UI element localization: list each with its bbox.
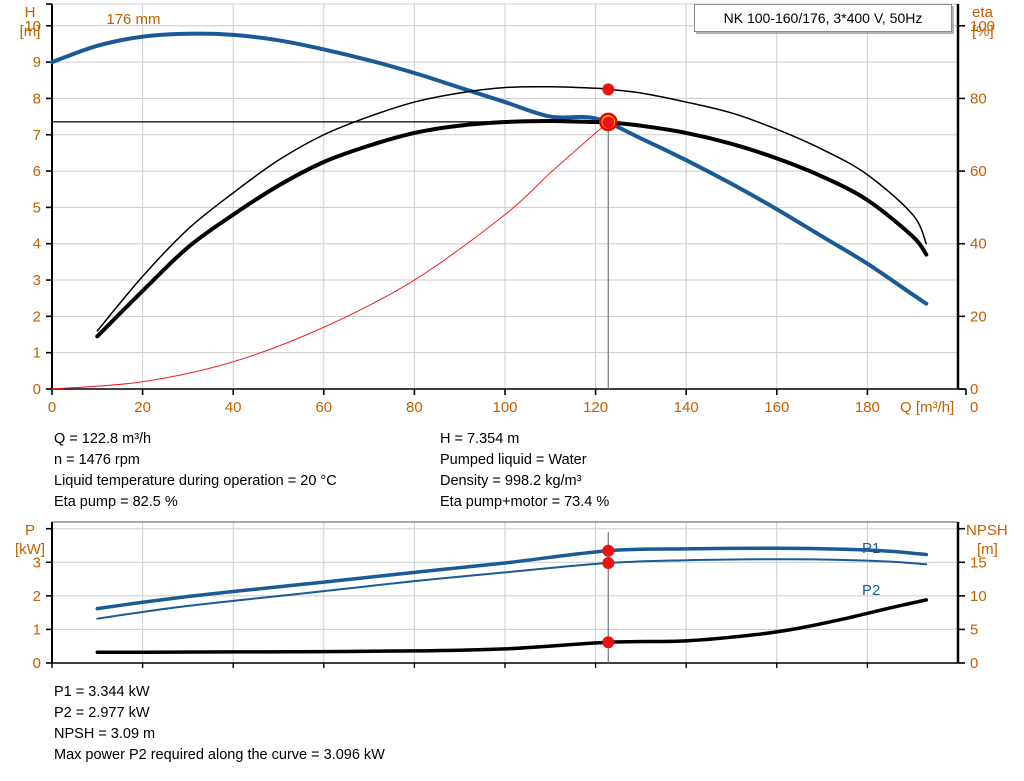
eta-pump-marker[interactable] bbox=[602, 83, 615, 96]
svg-text:0: 0 bbox=[970, 381, 978, 398]
svg-text:140: 140 bbox=[674, 399, 699, 416]
power-npsh-chart: 0 1 2 3 P [kW] 0 5 10 15 NPSH [m] P1 P2 bbox=[15, 521, 1008, 672]
p2-duty-marker[interactable] bbox=[602, 557, 615, 570]
bottom-markers bbox=[602, 544, 615, 649]
power-axis-label: P bbox=[25, 522, 35, 539]
info-right-line-2: Density = 998.2 kg/m³ bbox=[440, 473, 582, 489]
curve-system-duty-curve bbox=[51, 121, 609, 390]
info-left-line-0: Q = 122.8 m³/h bbox=[54, 431, 152, 447]
svg-text:40: 40 bbox=[225, 399, 242, 416]
info-right-line-0: H = 7.354 m bbox=[440, 431, 520, 447]
svg-text:5: 5 bbox=[970, 621, 978, 638]
power-info: P1 = 3.344 kW P2 = 2.977 kW NPSH = 3.09 … bbox=[54, 682, 385, 766]
head-axis-label: H bbox=[25, 4, 36, 21]
svg-text:10: 10 bbox=[970, 588, 987, 605]
svg-text:20: 20 bbox=[970, 308, 987, 325]
svg-text:80: 80 bbox=[970, 90, 987, 107]
npsh-duty-marker[interactable] bbox=[602, 636, 615, 649]
svg-text:20: 20 bbox=[134, 399, 151, 416]
svg-text:100: 100 bbox=[970, 18, 995, 35]
svg-text:3: 3 bbox=[33, 272, 41, 289]
svg-text:8: 8 bbox=[33, 90, 41, 107]
info-left-line-2: Liquid temperature during operation = 20… bbox=[54, 473, 337, 489]
top-markers bbox=[599, 83, 618, 132]
info-bottom-line-1: P2 = 2.977 kW bbox=[54, 705, 150, 721]
top-series bbox=[50, 31, 929, 390]
power-axis-ticks: 0 1 2 3 bbox=[33, 527, 52, 672]
info-bottom-line-3: Max power P2 required along the curve = … bbox=[54, 747, 385, 763]
svg-text:[%]: [%] bbox=[972, 23, 994, 40]
curve-eta-pump bbox=[96, 85, 928, 332]
eta-axis-ticks: 0 20 40 60 80 100 bbox=[958, 18, 995, 398]
flow-axis-ticks: 0 20 40 60 80 100 120 140 160 180 0 bbox=[48, 389, 978, 416]
svg-text:3: 3 bbox=[33, 554, 41, 571]
info-left-line-1: n = 1476 rpm bbox=[54, 452, 140, 468]
bottom-series bbox=[95, 546, 929, 655]
bottom-grid bbox=[52, 522, 958, 664]
chart-title-text: NK 100-160/176, 3*400 V, 50Hz bbox=[723, 10, 923, 26]
svg-text:2: 2 bbox=[33, 308, 41, 325]
chart-title-box: NK 100-160/176, 3*400 V, 50Hz bbox=[694, 4, 952, 32]
curve-npsh bbox=[95, 598, 929, 655]
info-left-line-3: Eta pump = 82.5 % bbox=[54, 494, 178, 510]
svg-text:7: 7 bbox=[33, 127, 41, 144]
svg-text:100: 100 bbox=[492, 399, 517, 416]
npsh-axis-label: NPSH bbox=[966, 522, 1008, 539]
bottom-flow-ticks bbox=[51, 663, 869, 668]
eta-pump-motor-marker[interactable] bbox=[602, 116, 615, 129]
svg-text:0: 0 bbox=[33, 381, 41, 398]
info-right-line-3: Eta pump+motor = 73.4 % bbox=[440, 494, 610, 510]
svg-text:10: 10 bbox=[24, 18, 41, 35]
info-bottom-line-0: P1 = 3.344 kW bbox=[54, 684, 150, 700]
svg-text:180: 180 bbox=[855, 399, 880, 416]
svg-text:2: 2 bbox=[33, 588, 41, 605]
svg-text:160: 160 bbox=[764, 399, 789, 416]
duty-guide-lines bbox=[52, 121, 609, 389]
impeller-size-label: 176 mm bbox=[106, 11, 160, 28]
svg-text:0: 0 bbox=[48, 399, 56, 416]
curve-eta-pump-motor bbox=[95, 118, 929, 339]
npsh-axis-ticks: 0 5 10 15 bbox=[958, 527, 987, 672]
svg-text:0: 0 bbox=[970, 399, 978, 416]
svg-text:[kW]: [kW] bbox=[15, 541, 45, 558]
p1-series-label: P1 bbox=[862, 540, 880, 557]
svg-text:80: 80 bbox=[406, 399, 423, 416]
info-right-line-1: Pumped liquid = Water bbox=[440, 452, 587, 468]
head-axis-ticks: 0 1 2 3 4 5 6 7 8 9 10 bbox=[24, 3, 52, 398]
curve-h-head-176-mm-impeller bbox=[50, 31, 929, 306]
flow-axis-label: Q [m³/h] bbox=[900, 399, 954, 416]
p2-series-label: P2 bbox=[862, 582, 880, 599]
svg-text:60: 60 bbox=[970, 163, 987, 180]
svg-text:6: 6 bbox=[33, 163, 41, 180]
curve-p1 bbox=[95, 546, 929, 611]
svg-text:0: 0 bbox=[970, 655, 978, 672]
top-grid bbox=[52, 3, 958, 390]
info-bottom-line-2: NPSH = 3.09 m bbox=[54, 726, 156, 742]
duty-info-right: H = 7.354 m Pumped liquid = Water Densit… bbox=[440, 429, 609, 513]
svg-text:[m]: [m] bbox=[20, 23, 41, 40]
p1-duty-marker[interactable] bbox=[602, 544, 615, 557]
svg-text:9: 9 bbox=[33, 54, 41, 71]
svg-text:60: 60 bbox=[315, 399, 332, 416]
svg-text:4: 4 bbox=[33, 236, 41, 253]
svg-text:15: 15 bbox=[970, 554, 987, 571]
curve-p2 bbox=[96, 558, 928, 620]
svg-text:120: 120 bbox=[583, 399, 608, 416]
duty-info-left: Q = 122.8 m³/h n = 1476 rpm Liquid tempe… bbox=[54, 429, 337, 513]
svg-text:5: 5 bbox=[33, 199, 41, 216]
svg-text:1: 1 bbox=[33, 345, 41, 362]
top-axes bbox=[51, 4, 966, 390]
svg-text:[m]: [m] bbox=[977, 541, 998, 558]
eta-axis-label: eta bbox=[972, 4, 994, 21]
svg-text:40: 40 bbox=[970, 236, 987, 253]
svg-text:0: 0 bbox=[33, 655, 41, 672]
svg-text:1: 1 bbox=[33, 621, 41, 638]
